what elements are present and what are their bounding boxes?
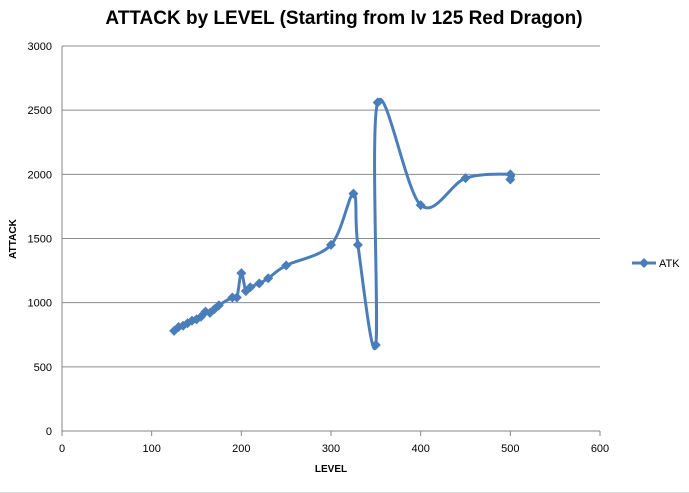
- data-point: [348, 188, 359, 199]
- data-point: [505, 174, 516, 185]
- y-tick-label: 1000: [28, 298, 52, 310]
- data-point: [245, 282, 256, 293]
- x-tick-label: 600: [591, 443, 609, 455]
- data-point: [372, 97, 383, 108]
- x-tick-label: 500: [501, 443, 519, 455]
- y-axis-label: ATTACK: [8, 218, 19, 258]
- data-point: [370, 340, 381, 351]
- chart-title: ATTACK by LEVEL (Starting from lv 125 Re…: [105, 8, 582, 29]
- x-tick-label: 300: [322, 443, 340, 455]
- y-tick-label: 500: [34, 362, 52, 374]
- x-tick-label: 200: [232, 443, 250, 455]
- data-point: [254, 278, 265, 289]
- data-point: [326, 239, 336, 250]
- x-axis-label: LEVEL: [315, 464, 347, 475]
- y-tick-label: 1500: [28, 234, 52, 246]
- y-tick-label: 0: [46, 426, 52, 438]
- data-point: [231, 292, 242, 303]
- y-tick-label: 3000: [28, 41, 52, 53]
- legend-marker: [639, 258, 649, 268]
- x-tick-label: 100: [142, 443, 160, 455]
- data-point: [505, 169, 516, 180]
- x-tick-label: 400: [411, 443, 429, 455]
- data-point: [213, 300, 224, 311]
- data-point: [460, 173, 471, 184]
- data-point: [415, 200, 426, 211]
- x-tick-label: 0: [59, 443, 65, 455]
- data-point: [281, 260, 292, 271]
- data-point: [236, 268, 247, 279]
- data-point: [263, 273, 274, 284]
- y-tick-label: 2000: [28, 169, 52, 181]
- y-tick-label: 2500: [28, 105, 52, 117]
- series-line-atk: [173, 97, 516, 350]
- legend-label: ATK: [659, 258, 680, 270]
- data-point: [352, 239, 363, 250]
- legend: ATK: [632, 258, 680, 270]
